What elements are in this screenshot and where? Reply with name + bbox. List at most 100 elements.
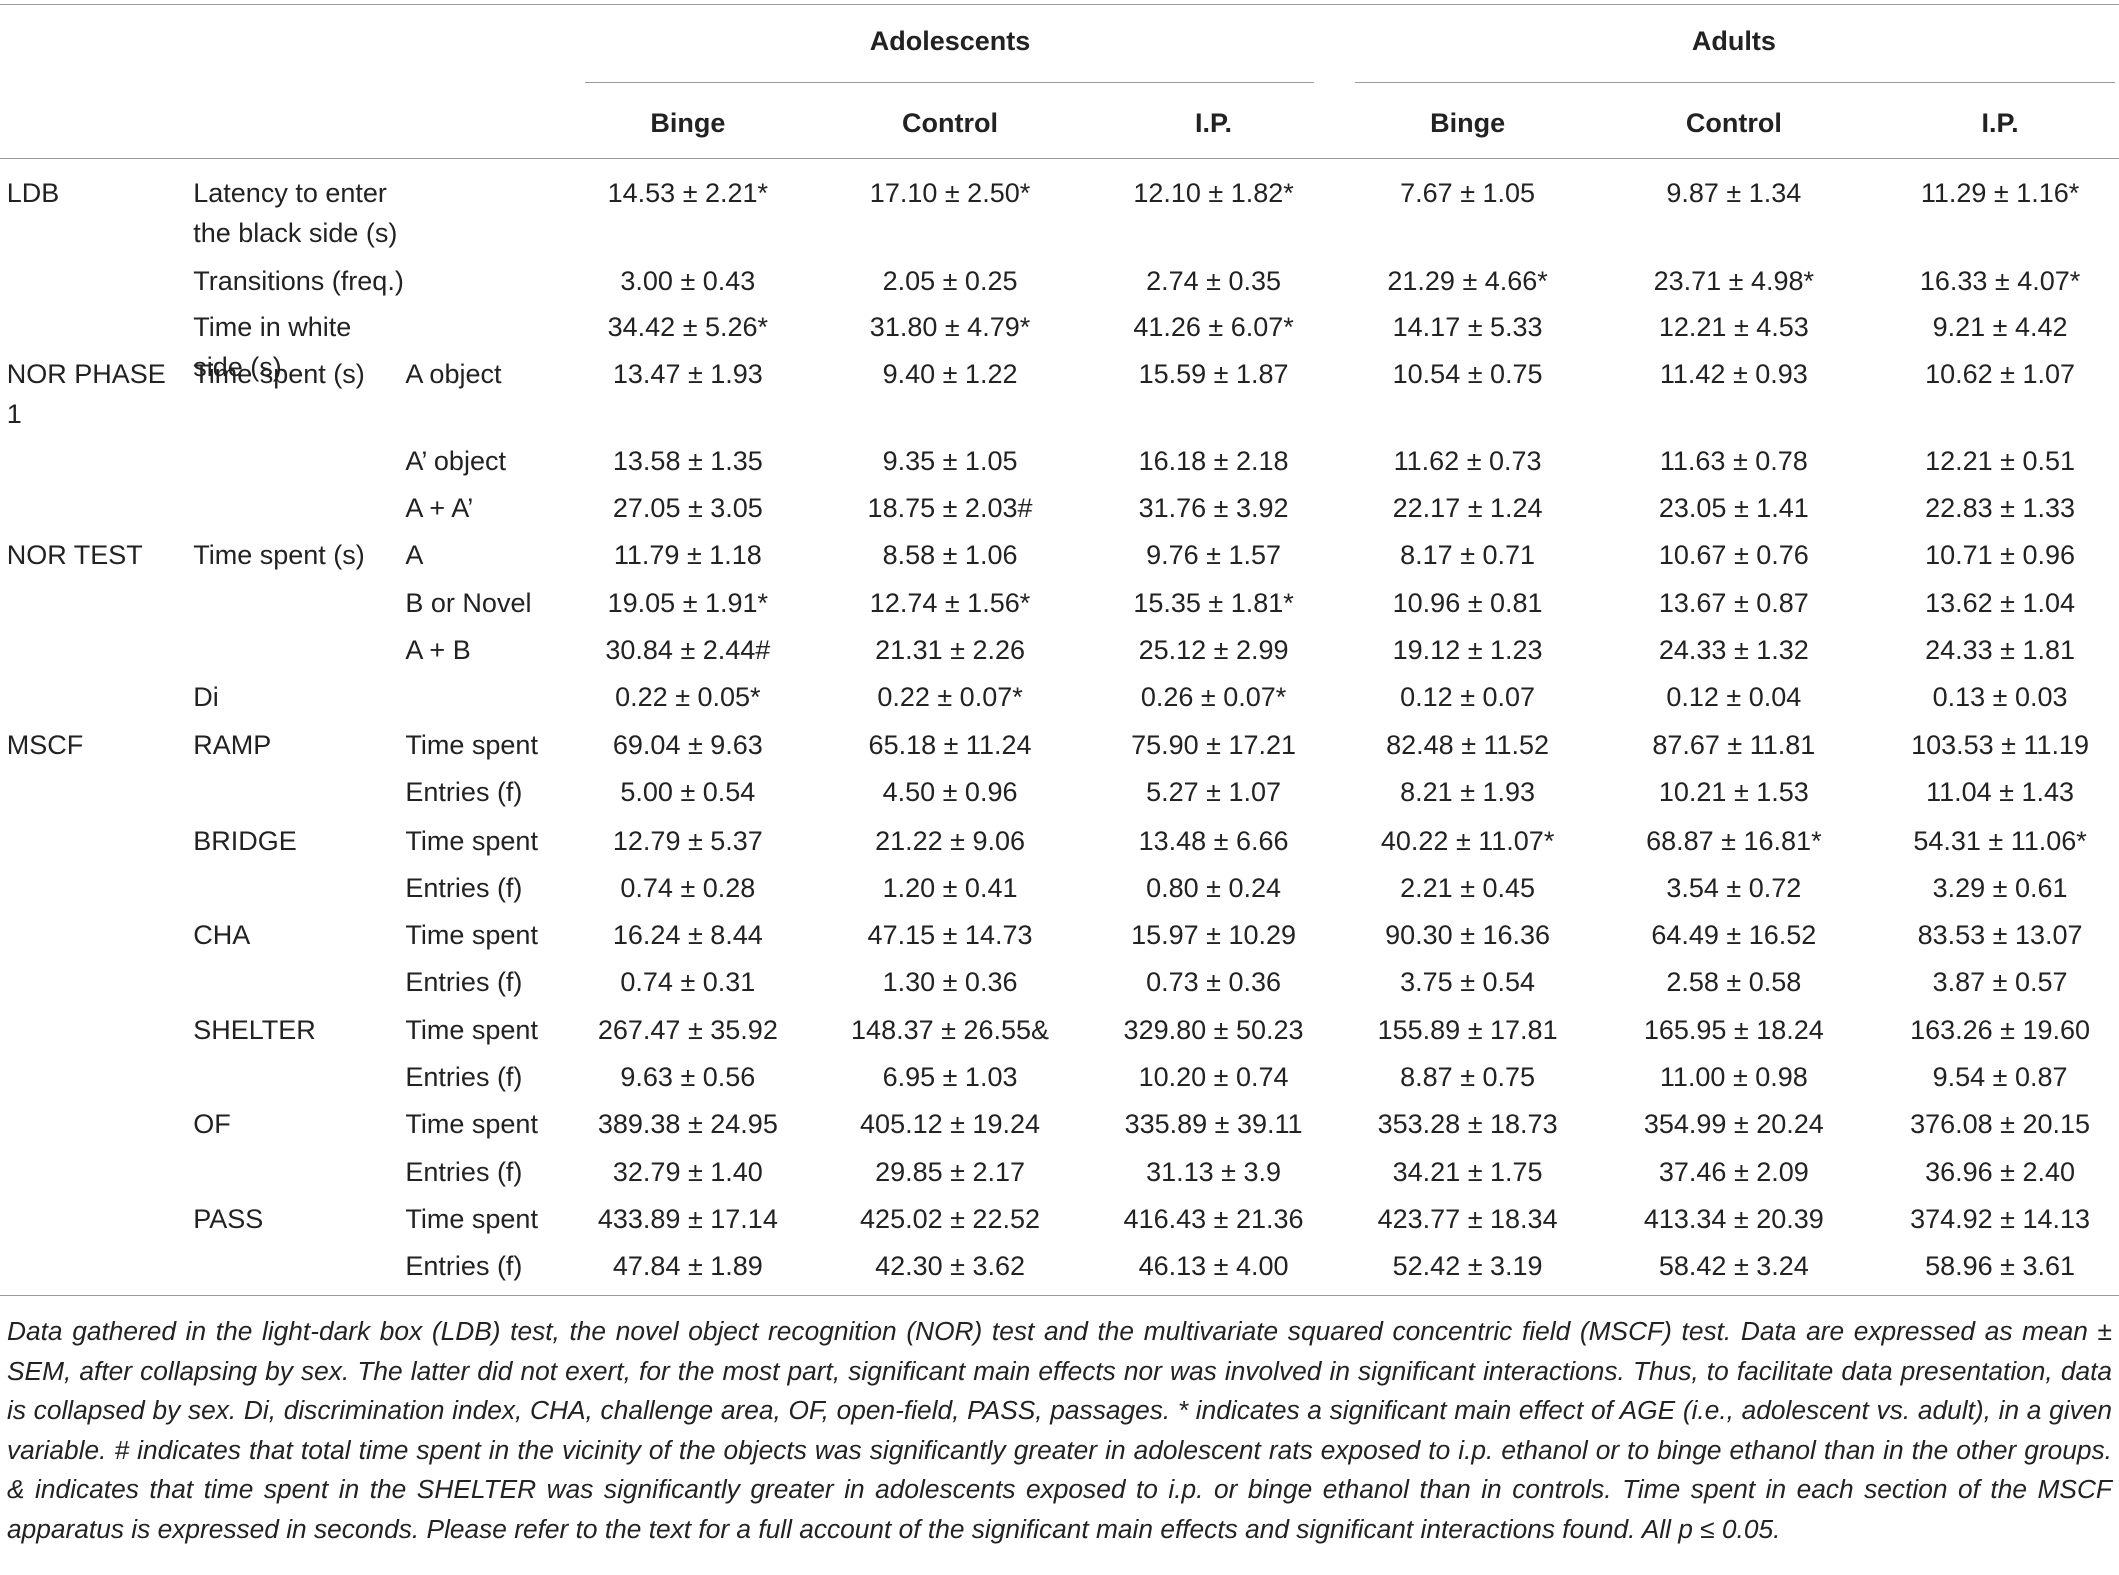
table-value: 353.28 ± 18.73 (1377, 1109, 1558, 1140)
table-value: 3.29 ± 0.61 (1932, 872, 2068, 903)
sub-measure-label: Time spent (405, 825, 538, 856)
table-value: 14.53 ± 2.21* (607, 178, 769, 209)
table-value: 13.58 ± 1.35 (612, 445, 763, 476)
table-value: 354.99 ± 20.24 (1643, 1109, 1824, 1140)
sub-measure-label: A object (405, 359, 502, 390)
sub-measure-label: A + B (405, 635, 471, 666)
table-value: 10.71 ± 0.96 (1925, 540, 2076, 571)
sub-measure-label: A (405, 540, 424, 571)
measure-label: RAMP (193, 729, 272, 760)
table-value: 3.75 ± 0.54 (1400, 967, 1536, 998)
measure-label: PASS (193, 1203, 264, 1234)
table-value: 413.34 ± 20.39 (1643, 1203, 1824, 1234)
table-value: 416.43 ± 21.36 (1123, 1203, 1304, 1234)
measure-label: Time spent (s) (193, 540, 365, 571)
column-group-header: Adults (1691, 25, 1776, 56)
table-value: 40.22 ± 11.07* (1380, 825, 1555, 856)
table-value: 389.38 ± 24.95 (597, 1109, 778, 1140)
table-value: 11.63 ± 0.78 (1659, 445, 1808, 476)
table-value: 27.05 ± 3.05 (612, 493, 763, 524)
column-header: I.P. (1195, 107, 1233, 138)
table-value: 31.80 ± 4.79* (869, 312, 1031, 343)
table-value: 47.15 ± 14.73 (867, 920, 1033, 951)
table-value: 11.42 ± 0.93 (1659, 359, 1808, 390)
sub-measure-label: A + A’ (405, 493, 474, 524)
table-value: 14.17 ± 5.33 (1392, 312, 1543, 343)
measure-label: Transitions (freq.) (193, 266, 404, 297)
table-value: 8.58 ± 1.06 (882, 540, 1018, 571)
table-value: 64.49 ± 16.52 (1651, 920, 1817, 951)
table-value: 6.95 ± 1.03 (882, 1062, 1018, 1093)
table-value: 0.26 ± 0.07* (1140, 682, 1287, 713)
table-value: 0.12 ± 0.04 (1666, 682, 1802, 713)
table-value: 34.21 ± 1.75 (1392, 1156, 1543, 1187)
table-value: 15.97 ± 10.29 (1131, 920, 1297, 951)
table-value: 19.12 ± 1.23 (1392, 635, 1543, 666)
table-value: 11.79 ± 1.18 (613, 540, 762, 571)
table-value: 9.21 ± 4.42 (1932, 312, 2068, 343)
sub-measure-label: A’ object (405, 445, 506, 476)
sub-measure-label: Entries (f) (405, 1156, 523, 1187)
table-value: 9.87 ± 1.34 (1666, 178, 1802, 209)
table-value: 5.27 ± 1.07 (1146, 776, 1281, 807)
measure-label: Time in white side (s) (193, 312, 352, 383)
table-value: 65.18 ± 11.24 (868, 729, 1032, 760)
table-value: 7.67 ± 1.05 (1400, 178, 1536, 209)
table-value: 0.80 ± 0.24 (1146, 872, 1281, 903)
sub-measure-label: Entries (f) (405, 872, 523, 903)
table-value: 10.96 ± 0.81 (1392, 587, 1543, 618)
table-value: 12.79 ± 5.37 (612, 825, 763, 856)
rule-line (0, 1294, 2119, 1296)
table-value: 29.85 ± 2.17 (875, 1156, 1025, 1187)
table-value: 3.54 ± 0.72 (1666, 872, 1802, 903)
table-value: 31.76 ± 3.92 (1138, 493, 1289, 524)
measure-label: CHA (193, 920, 251, 951)
table-value: 31.13 ± 3.9 (1146, 1156, 1281, 1187)
table-value: 16.24 ± 8.44 (612, 920, 763, 951)
table-value: 30.84 ± 2.44# (605, 635, 771, 666)
table-value: 87.67 ± 11.81 (1652, 729, 1816, 760)
table-value: 8.21 ± 1.93 (1400, 776, 1536, 807)
table-value: 10.67 ± 0.76 (1658, 540, 1809, 571)
table-value: 83.53 ± 13.07 (1917, 920, 2083, 951)
measure-label: SHELTER (193, 1014, 316, 1045)
column-header: Binge (650, 107, 726, 138)
table-value: 42.30 ± 3.62 (875, 1251, 1025, 1282)
table-value: 0.12 ± 0.07 (1400, 682, 1536, 713)
table-value: 22.83 ± 1.33 (1925, 493, 2076, 524)
table-value: 23.05 ± 1.41 (1658, 493, 1809, 524)
table-value: 46.13 ± 4.00 (1138, 1251, 1289, 1282)
rule-line (585, 82, 1314, 84)
table-value: 0.13 ± 0.03 (1932, 682, 2068, 713)
table-value: 11.00 ± 0.98 (1659, 1062, 1808, 1093)
table-value: 21.29 ± 4.66* (1387, 266, 1548, 297)
table-value: 18.75 ± 2.03# (867, 493, 1033, 524)
table-value: 32.79 ± 1.40 (612, 1156, 763, 1187)
table-value: 58.96 ± 3.61 (1925, 1251, 2076, 1282)
sub-measure-label: Time spent (405, 1014, 538, 1045)
table-value: 12.21 ± 4.53 (1658, 312, 1809, 343)
measure-label: Di (193, 682, 219, 713)
table-value: 329.80 ± 50.23 (1123, 1014, 1304, 1045)
table-value: 2.74 ± 0.35 (1146, 266, 1281, 297)
table-value: 9.63 ± 0.56 (620, 1062, 756, 1093)
table-value: 433.89 ± 17.14 (597, 1203, 778, 1234)
table-value: 58.42 ± 3.24 (1658, 1251, 1809, 1282)
table-value: 2.21 ± 0.45 (1400, 872, 1536, 903)
table-value: 425.02 ± 22.52 (860, 1203, 1041, 1234)
table-value: 11.04 ± 1.43 (1926, 776, 2075, 807)
table-value: 17.10 ± 2.50* (869, 178, 1031, 209)
measure-label: Time spent (s) (193, 359, 365, 390)
table-value: 68.87 ± 16.81* (1646, 825, 1822, 856)
rule-line (1355, 82, 2115, 84)
table-value: 8.87 ± 0.75 (1400, 1062, 1536, 1093)
table-value: 9.40 ± 1.22 (882, 359, 1018, 390)
table-value: 155.89 ± 17.81 (1377, 1014, 1558, 1045)
sub-measure-label: Time spent (405, 729, 538, 760)
table-value: 423.77 ± 18.34 (1377, 1203, 1558, 1234)
table-value: 21.22 ± 9.06 (875, 825, 1025, 856)
sub-measure-label: Entries (f) (405, 967, 523, 998)
table-value: 52.42 ± 3.19 (1392, 1251, 1543, 1282)
table-value: 267.47 ± 35.92 (597, 1014, 778, 1045)
table-caption: Data gathered in the light-dark box (LDB… (7, 1316, 2112, 1544)
